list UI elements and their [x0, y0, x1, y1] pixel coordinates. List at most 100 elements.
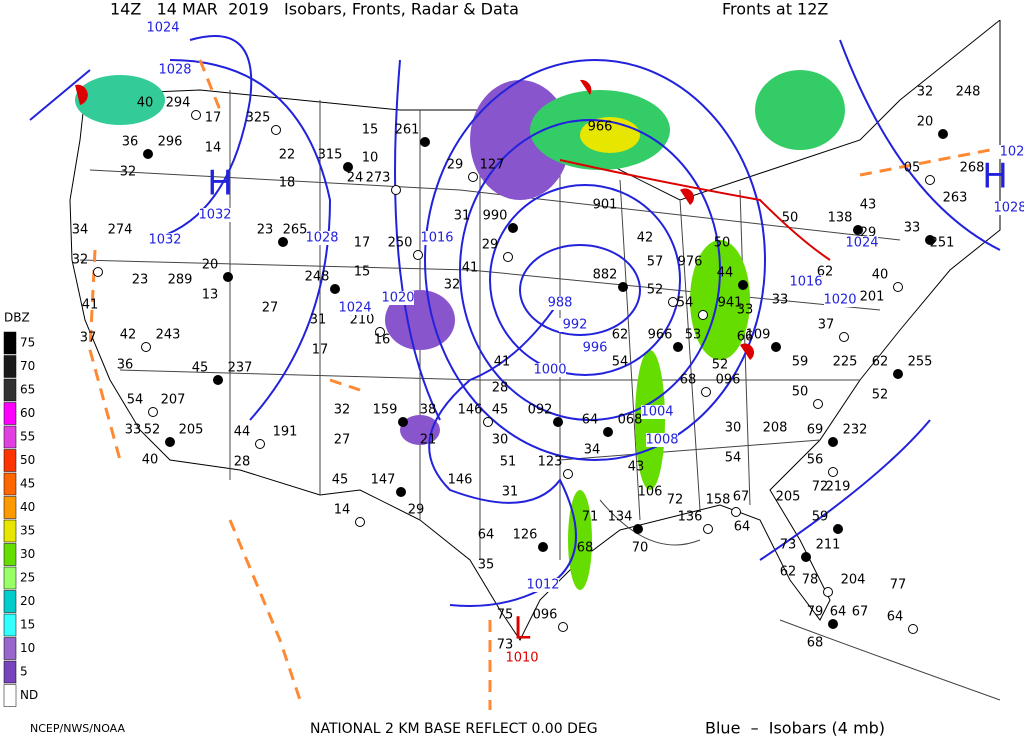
isobar-label-bg: [159, 63, 191, 77]
station-circle: [420, 137, 430, 147]
station-value: 34: [72, 223, 89, 238]
station-circle: [938, 129, 948, 139]
station-circle: [603, 427, 613, 437]
station-value: 64: [734, 520, 751, 535]
legend-label: 60: [20, 406, 35, 420]
isobar-label-bg: [306, 231, 338, 245]
station-value: 20: [202, 258, 219, 273]
station-value: 15: [362, 123, 379, 138]
station-value: 211: [816, 538, 841, 553]
isobar-label: 1032: [148, 233, 181, 248]
station-value: 54: [127, 393, 144, 408]
station-value: 31: [454, 209, 471, 224]
isobar-label-bg: [534, 363, 566, 377]
station-circle: [278, 237, 288, 247]
station-circle: [141, 342, 151, 352]
station-circle: [355, 517, 365, 527]
station-circle: [398, 417, 408, 427]
isobar-label-bg: [149, 233, 181, 247]
station-circle: [673, 342, 683, 352]
isobar: [424, 59, 766, 461]
station-value: 42: [637, 231, 654, 246]
legend-swatch: [3, 613, 17, 637]
station-circle: [823, 587, 833, 597]
warm-front: [559, 159, 831, 261]
station-value: 30: [725, 421, 742, 436]
station-value: 13: [202, 288, 219, 303]
station-value: 36: [117, 358, 134, 373]
station-value: 41: [82, 298, 99, 313]
isobars: [149, 35, 1001, 561]
station-value: 191: [273, 425, 298, 440]
station-value: 66: [737, 330, 754, 345]
isobar-label-bg: [824, 293, 856, 307]
station-value: 28: [492, 381, 509, 396]
station-value: 54: [677, 296, 694, 311]
station-value: 45: [192, 361, 209, 376]
legend-label: 25: [20, 571, 35, 585]
isobar-label: 1024: [845, 236, 878, 251]
station-circle: [468, 172, 478, 182]
station-circle: [191, 110, 201, 120]
legend-label: 15: [20, 618, 35, 632]
station-circle: [633, 524, 643, 534]
station-value: 34: [584, 443, 601, 458]
station-value: 32: [444, 278, 461, 293]
station-value: 69: [807, 423, 824, 438]
station-value: 32: [72, 253, 89, 268]
isobar-label: 1004: [640, 405, 673, 420]
radar-echo: [755, 70, 845, 150]
station-circle: [618, 282, 628, 292]
station-value: 208: [763, 421, 788, 436]
station-value: 289: [168, 273, 193, 288]
station-value: 40: [872, 268, 889, 283]
station-value: 941: [718, 296, 743, 311]
footer-left: NCEP/NWS/NOAA: [30, 722, 126, 735]
station-value: 37: [818, 318, 835, 333]
station-value: 205: [179, 423, 204, 438]
legend-label: 30: [20, 547, 35, 561]
station-value: 29: [408, 503, 425, 518]
station-value: 16: [374, 333, 391, 348]
station-value: 43: [860, 198, 877, 213]
station-value: 248: [956, 85, 981, 100]
station-value: 64: [478, 528, 495, 543]
station-value: 70: [632, 541, 649, 556]
legend-label: 20: [20, 594, 35, 608]
station-value: 325: [246, 111, 271, 126]
isobar-label: 1024: [146, 21, 179, 36]
isobar-label-bg: [846, 236, 878, 250]
station-value: 210: [350, 313, 375, 328]
legend-swatch: [3, 637, 17, 660]
high-center: H: [207, 164, 233, 204]
station-value: 20: [917, 115, 934, 130]
legend-title: DBZ: [4, 311, 30, 325]
isobar-label: 1016: [420, 231, 453, 246]
station-value: 976: [678, 255, 703, 270]
legend-swatch: [3, 543, 17, 566]
station-value: 268: [960, 161, 985, 176]
legend-label: ND: [20, 688, 38, 702]
isobar-label-bg: [421, 231, 453, 245]
isobar-label-bg: [579, 341, 611, 355]
isobar-label-bg: [544, 296, 576, 310]
footer-right: Blue – Isobars (4 mb): [705, 719, 885, 738]
footer-center: NATIONAL 2 KM BASE REFLECT 0.00 DEG: [310, 721, 598, 737]
legend-swatch: [3, 425, 17, 449]
legend-swatch: [3, 449, 17, 472]
station-value: 73: [780, 538, 797, 553]
station-value: 51: [500, 455, 517, 470]
station-value: 67: [733, 490, 750, 505]
station-value: 59: [812, 510, 829, 525]
station-value: 31: [502, 485, 519, 500]
station-value: 147: [371, 473, 396, 488]
high-center: H: [982, 157, 1008, 197]
station-circle: [563, 469, 573, 479]
station-value: 096: [533, 608, 558, 623]
station-circle: [698, 310, 708, 320]
station-value: 27: [334, 433, 351, 448]
legend: DBZ 75 70 65 60 55 50 45 40 35 30 25 20 15 10 5 ND: [3, 311, 38, 707]
isobar-label: 996: [583, 341, 608, 356]
station-value: 14: [205, 141, 222, 156]
